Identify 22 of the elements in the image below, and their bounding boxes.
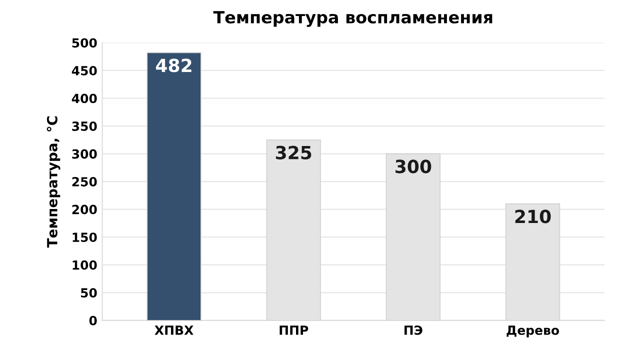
y-tick-label: 350	[72, 121, 97, 131]
data-label: 482	[156, 58, 192, 72]
x-tick-label: ХПВХ	[154, 326, 194, 335]
x-tick-label: Дерево	[506, 326, 559, 338]
y-tick-label: 250	[72, 177, 97, 186]
y-tick-label: 500	[72, 38, 97, 48]
y-tick-label: 300	[72, 149, 97, 159]
x-tick-label: ППР	[280, 326, 308, 335]
y-axis-title: Температура, °C	[46, 116, 60, 248]
chart-title: Температура воспламенения	[213, 11, 492, 27]
y-tick-label: 200	[72, 204, 97, 214]
y-tick-label: 100	[72, 260, 97, 270]
y-tick-label: 150	[72, 232, 97, 242]
data-label: 210	[515, 210, 551, 224]
y-tick-label: 0	[89, 316, 97, 326]
y-tick-label: 450	[72, 66, 97, 76]
data-label: 325	[276, 146, 312, 160]
y-tick-label: 50	[81, 288, 97, 298]
y-tick-label: 400	[72, 94, 97, 104]
bar	[146, 52, 202, 320]
x-tick-label: ПЭ	[404, 325, 422, 335]
data-label: 300	[396, 160, 432, 174]
